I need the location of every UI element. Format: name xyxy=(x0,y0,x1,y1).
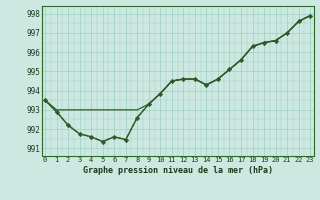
X-axis label: Graphe pression niveau de la mer (hPa): Graphe pression niveau de la mer (hPa) xyxy=(83,166,273,175)
